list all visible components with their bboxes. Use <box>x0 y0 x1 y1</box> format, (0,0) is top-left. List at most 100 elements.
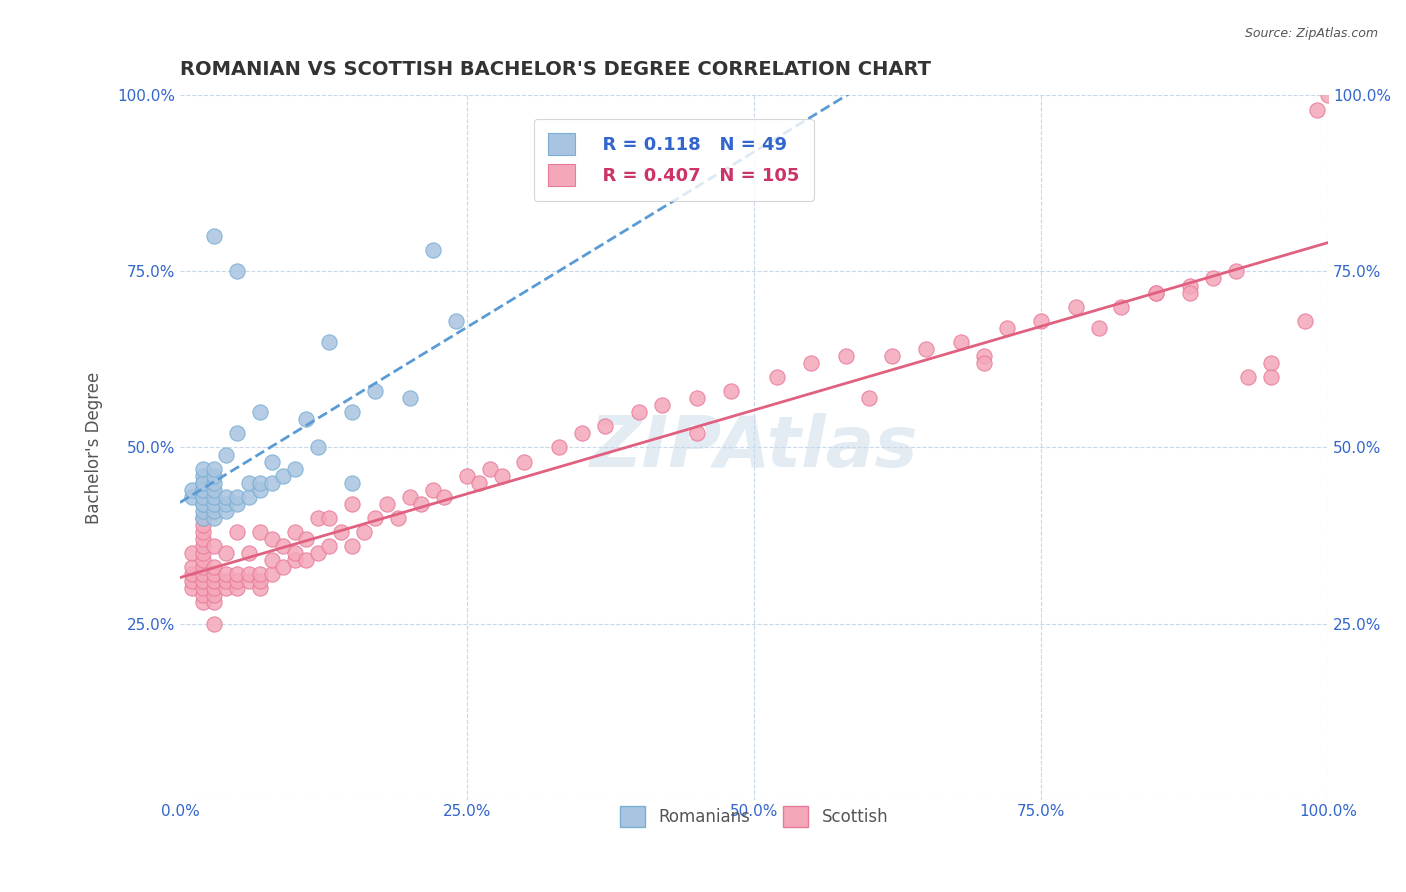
Point <box>720 384 742 399</box>
Point <box>295 553 318 567</box>
Point <box>342 497 364 511</box>
Point <box>204 595 226 609</box>
Point <box>835 349 858 363</box>
Point <box>191 539 214 553</box>
Point <box>686 426 709 441</box>
Point <box>1144 285 1167 300</box>
Point <box>995 320 1018 334</box>
Point <box>1064 300 1087 314</box>
Point <box>191 461 214 475</box>
Point <box>191 595 214 609</box>
Point <box>398 391 420 405</box>
Point <box>1260 356 1282 370</box>
Point <box>364 384 387 399</box>
Point <box>226 497 249 511</box>
Point <box>226 264 249 278</box>
Point <box>491 468 513 483</box>
Point <box>238 475 260 490</box>
Point <box>180 582 202 596</box>
Point <box>260 553 283 567</box>
Point <box>191 490 214 504</box>
Point <box>204 560 226 574</box>
Point <box>375 497 398 511</box>
Point <box>215 497 238 511</box>
Point <box>444 314 467 328</box>
Point <box>273 468 295 483</box>
Point <box>215 567 238 582</box>
Point <box>651 398 673 412</box>
Point <box>249 475 271 490</box>
Point <box>191 574 214 589</box>
Point <box>191 483 214 497</box>
Point <box>191 532 214 546</box>
Point <box>1144 285 1167 300</box>
Point <box>191 546 214 560</box>
Point <box>191 490 214 504</box>
Point <box>204 574 226 589</box>
Point <box>238 567 260 582</box>
Point <box>411 497 433 511</box>
Y-axis label: Bachelor's Degree: Bachelor's Degree <box>86 371 103 524</box>
Point <box>329 524 352 539</box>
Point <box>880 349 903 363</box>
Point <box>191 553 214 567</box>
Point <box>226 524 249 539</box>
Point <box>180 574 202 589</box>
Point <box>295 412 318 426</box>
Point <box>204 483 226 497</box>
Point <box>273 560 295 574</box>
Point <box>1225 264 1247 278</box>
Point <box>1317 88 1340 103</box>
Point <box>513 454 536 468</box>
Point <box>204 504 226 518</box>
Point <box>342 539 364 553</box>
Point <box>422 483 444 497</box>
Point <box>467 475 489 490</box>
Point <box>1294 314 1316 328</box>
Point <box>949 334 972 349</box>
Point <box>226 567 249 582</box>
Point <box>284 546 307 560</box>
Point <box>204 588 226 602</box>
Point <box>238 574 260 589</box>
Point <box>318 334 340 349</box>
Point <box>191 560 214 574</box>
Point <box>191 475 214 490</box>
Point <box>1180 285 1202 300</box>
Point <box>191 511 214 525</box>
Point <box>238 490 260 504</box>
Point <box>593 419 616 434</box>
Point <box>1305 103 1327 117</box>
Legend: Romanians, Scottish: Romanians, Scottish <box>613 800 896 833</box>
Point <box>204 539 226 553</box>
Point <box>191 588 214 602</box>
Point <box>284 461 307 475</box>
Point <box>307 511 329 525</box>
Point <box>215 574 238 589</box>
Point <box>858 391 880 405</box>
Point <box>342 475 364 490</box>
Point <box>180 490 202 504</box>
Point <box>249 405 271 419</box>
Point <box>686 391 709 405</box>
Point <box>422 244 444 258</box>
Point <box>204 229 226 244</box>
Point <box>766 370 789 384</box>
Point <box>191 497 214 511</box>
Point <box>238 546 260 560</box>
Point <box>260 567 283 582</box>
Point <box>191 567 214 582</box>
Point <box>1029 314 1052 328</box>
Point <box>1260 370 1282 384</box>
Point <box>548 441 571 455</box>
Point <box>249 574 271 589</box>
Point <box>191 483 214 497</box>
Point <box>249 582 271 596</box>
Point <box>1236 370 1258 384</box>
Point <box>342 405 364 419</box>
Point <box>191 517 214 532</box>
Point <box>249 567 271 582</box>
Point <box>398 490 420 504</box>
Point <box>284 553 307 567</box>
Point <box>433 490 456 504</box>
